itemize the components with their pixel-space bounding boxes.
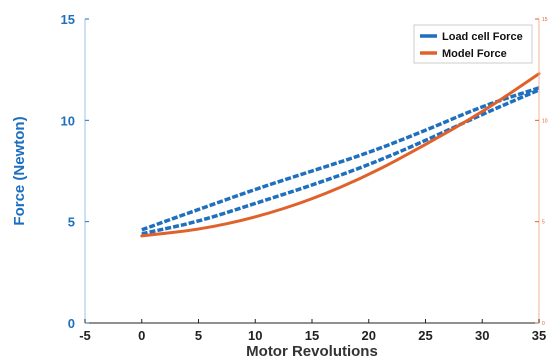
y-axis-label: Force (Newton) xyxy=(11,116,28,225)
legend-label-model: Model Force xyxy=(442,48,507,60)
legend: Load cell Force Model Force xyxy=(413,24,533,64)
x-tick-label: -5 xyxy=(79,328,91,343)
y-right-tick-label: 0 xyxy=(542,321,545,327)
y-tick-label: 0 xyxy=(68,316,75,331)
legend-label-load-cell: Load cell Force xyxy=(442,31,523,43)
series-line-model-force xyxy=(140,72,541,238)
x-tick-label: 10 xyxy=(248,328,262,343)
x-tick-label: 30 xyxy=(475,328,489,343)
x-tick-label: 35 xyxy=(532,328,546,343)
x-tick-label: 25 xyxy=(418,328,432,343)
y-right-tick-label: 5 xyxy=(542,220,545,226)
x-tick-label: 20 xyxy=(362,328,376,343)
y-right-tick-label: 15 xyxy=(542,17,548,23)
series-line-load-cell-forward xyxy=(141,86,540,232)
legend-box xyxy=(413,24,533,64)
y-tick-label: 5 xyxy=(68,215,75,230)
x-tick-label: 5 xyxy=(195,328,202,343)
x-tick-label: 0 xyxy=(138,328,145,343)
y-tick-label: 15 xyxy=(61,12,75,27)
x-axis-label: Motor Revolutions xyxy=(246,343,378,360)
y-tick-label: 10 xyxy=(61,113,75,128)
plot-lines xyxy=(140,72,541,238)
y-right-tick-label: 10 xyxy=(542,118,548,124)
x-tick-label: 15 xyxy=(305,328,319,343)
